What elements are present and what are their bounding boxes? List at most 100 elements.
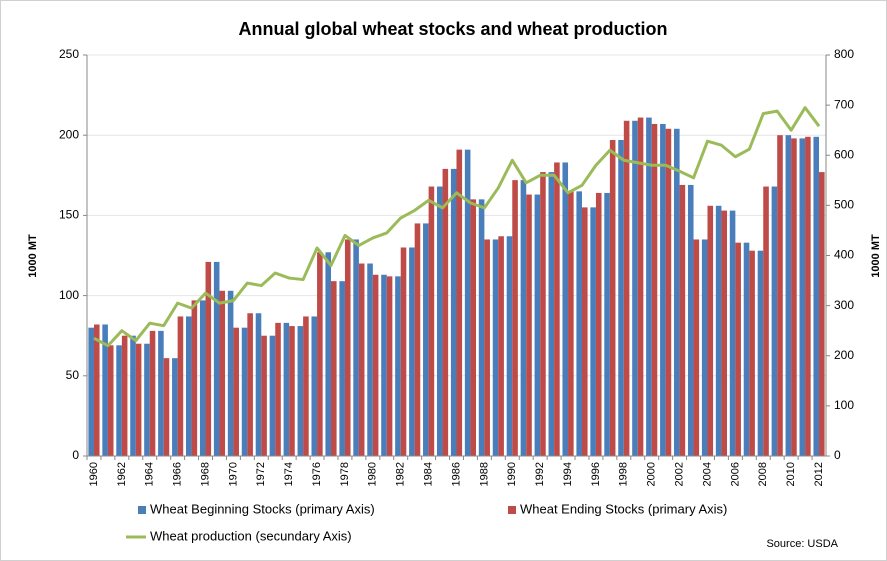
bar	[749, 250, 755, 456]
legend-swatch	[138, 506, 146, 514]
bar	[261, 335, 267, 456]
x-tick-label: 1996	[590, 462, 602, 486]
bar	[227, 290, 234, 456]
bar	[632, 120, 638, 456]
bar	[520, 180, 527, 456]
bar	[116, 345, 122, 456]
x-tick-label: 1988	[478, 462, 490, 486]
x-tick-label: 1960	[88, 462, 100, 486]
bar	[423, 223, 429, 456]
bar	[185, 316, 192, 456]
bar	[428, 186, 435, 456]
bar	[107, 345, 114, 456]
bar	[163, 358, 170, 456]
x-tick-label: 1976	[311, 462, 323, 486]
x-tick-label: 1964	[144, 462, 156, 486]
bar	[311, 316, 318, 456]
bar	[478, 199, 485, 457]
bar	[729, 210, 736, 456]
bar	[534, 194, 541, 456]
bar	[275, 322, 281, 456]
x-tick-label: 1962	[116, 462, 128, 486]
x-tick-label: 1998	[618, 462, 630, 486]
bar	[785, 135, 792, 456]
y2-tick-label: 700	[834, 97, 854, 111]
x-tick-label: 2004	[701, 462, 713, 486]
x-tick-label: 1982	[395, 462, 407, 486]
x-tick-label: 1968	[199, 462, 211, 486]
bar	[283, 322, 290, 456]
bar	[395, 276, 401, 456]
x-tick-label: 2006	[729, 462, 741, 486]
bar	[400, 247, 407, 456]
bar	[450, 168, 457, 456]
x-tick-label: 1970	[227, 462, 239, 486]
bar	[492, 239, 499, 456]
bar	[498, 236, 504, 456]
bar	[339, 281, 345, 456]
x-tick-label: 1992	[534, 462, 546, 486]
bar	[777, 135, 783, 456]
y2-axis-label: 1000 MT	[870, 234, 882, 278]
bar	[771, 186, 778, 456]
bar	[135, 343, 142, 456]
bar	[442, 168, 449, 456]
legend-label: Wheat Beginning Stocks (primary Axis)	[150, 501, 375, 516]
bar	[548, 172, 555, 457]
bar	[799, 138, 806, 456]
bar	[372, 274, 379, 456]
bar	[102, 324, 108, 456]
bar	[651, 123, 658, 457]
bar	[819, 172, 825, 457]
bar	[637, 117, 644, 456]
bar	[233, 327, 239, 456]
bar	[255, 313, 262, 456]
bar	[707, 205, 714, 456]
bar	[506, 236, 513, 456]
bar	[665, 128, 672, 456]
legend-label: Wheat Ending Stocks (primary Axis)	[520, 501, 727, 516]
line-series	[93, 106, 821, 348]
bar	[791, 138, 797, 456]
bar	[93, 324, 100, 456]
x-tick-label: 1980	[367, 462, 379, 486]
bar	[205, 261, 212, 456]
bar	[456, 149, 463, 457]
x-tick-label: 1978	[339, 462, 351, 486]
x-tick-label: 1974	[283, 462, 295, 486]
bar	[414, 223, 421, 456]
bar	[693, 239, 700, 456]
bar	[604, 192, 610, 456]
y2-tick-label: 0	[834, 448, 841, 462]
bar	[735, 242, 741, 456]
bar	[576, 191, 582, 456]
bar	[297, 326, 304, 456]
bar	[121, 335, 128, 456]
x-tick-label: 2012	[813, 462, 825, 486]
y-tick-label: 200	[59, 127, 79, 141]
x-tick-label: 1986	[450, 462, 462, 486]
bar	[353, 239, 359, 456]
bar	[526, 194, 532, 456]
bar	[149, 330, 156, 456]
bar	[701, 239, 708, 456]
bar	[130, 335, 136, 456]
y2-tick-label: 300	[834, 298, 854, 312]
bar	[177, 316, 184, 456]
x-tick-label: 1984	[423, 462, 435, 486]
legend-swatch	[508, 506, 516, 514]
bar	[590, 207, 596, 456]
bar	[646, 117, 652, 456]
bar	[660, 123, 666, 457]
bar	[715, 205, 722, 456]
bar	[623, 120, 630, 456]
bar	[213, 261, 220, 456]
bar	[721, 210, 728, 456]
bar	[743, 242, 750, 456]
bar	[540, 172, 546, 457]
bar	[581, 207, 588, 456]
bar	[595, 192, 602, 456]
x-tick-label: 2010	[785, 462, 797, 486]
bar	[813, 136, 820, 456]
